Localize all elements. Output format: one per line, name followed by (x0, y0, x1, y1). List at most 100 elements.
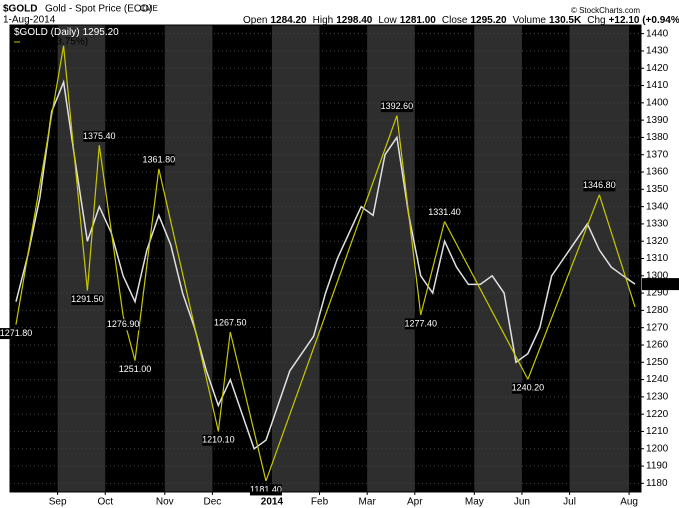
pivot-label-bg (428, 206, 461, 218)
pivot-label-bg (511, 382, 544, 394)
pivot-label: 1210.10 (202, 435, 235, 445)
pivot-label: 1240.20 (512, 383, 545, 393)
x-tick-label: Aug (620, 497, 638, 508)
last-price-label: 1295.20 (644, 279, 679, 290)
stat-label: High (313, 15, 334, 26)
stat-label: Close (442, 15, 468, 26)
exchange: CME (140, 4, 158, 13)
x-tick-label: Nov (156, 497, 174, 508)
y-tick-label: 1330 (646, 219, 669, 230)
y-tick-label: 1180 (646, 478, 668, 489)
zigzag-segment (217, 331, 231, 432)
legend-entry: ZigZag(3.75%) (22, 37, 88, 48)
zigzag-segment (527, 194, 600, 380)
zigzag-segment (229, 331, 267, 482)
month-band (271, 25, 320, 492)
zigzag-segment (444, 221, 529, 380)
x-tick-label: 2014 (261, 497, 284, 508)
zigzag-segment (265, 115, 398, 482)
x-tick-label: Jun (514, 497, 530, 508)
stat-value: 1295.20 (470, 15, 507, 26)
pivot-label-bg (107, 319, 140, 331)
zigzag-segment (62, 45, 88, 291)
pivot-label: 1276.90 (107, 319, 140, 329)
pivot-label: 1346.80 (583, 180, 616, 190)
stat-label: Low (378, 15, 397, 26)
y-tick-label: 1240 (646, 374, 669, 385)
zigzag-segment (86, 145, 100, 291)
x-tick-label: Sep (49, 497, 67, 508)
x-tick-label: Mar (359, 497, 377, 508)
stat-value: +12.10 (+0.94%) (609, 15, 679, 26)
pivot-label-bg (404, 318, 437, 330)
y-tick-label: 1440 (646, 28, 669, 39)
legend-entry: $GOLD (Daily) 1295.20 (14, 27, 119, 38)
stat-label: Open (243, 15, 267, 26)
y-tick-label: 1210 (646, 426, 669, 437)
y-tick-label: 1390 (646, 115, 669, 126)
stat-label: Chg (587, 15, 605, 26)
y-tick-label: 1370 (646, 149, 669, 160)
pivot-label: 1267.50 (214, 317, 247, 327)
pivot-label: 1271.80 (0, 328, 32, 338)
pivot-label-bg (142, 154, 175, 166)
x-tick-label: Oct (97, 497, 113, 508)
month-band (57, 25, 106, 492)
y-tick-label: 1340 (646, 201, 669, 212)
legend-value: 1295.20 (83, 27, 120, 38)
pivot-label-bg (71, 293, 104, 305)
price-line (15, 79, 636, 451)
pivot-label: 1331.40 (428, 207, 461, 217)
x-tick-label: Feb (311, 497, 329, 508)
stat-value: 130.5K (549, 15, 582, 26)
x-tick-label: Jul (563, 497, 576, 508)
pivot-label-bg (119, 364, 152, 376)
legend-name: $GOLD (Daily) (14, 27, 80, 38)
chart-subtitle: Gold - Spot Price (EOD) (45, 4, 152, 15)
y-tick-label: 1300 (646, 270, 669, 281)
y-tick-label: 1360 (646, 167, 669, 178)
pivot-label-bg (202, 434, 235, 446)
pivot-label: 1291.50 (71, 294, 104, 304)
y-tick-label: 1280 (646, 305, 669, 316)
y-tick-label: 1200 (646, 443, 669, 454)
x-tick-label: Apr (407, 497, 423, 508)
y-tick-label: 1350 (646, 184, 669, 195)
stat-value: 1298.40 (336, 15, 373, 26)
x-tick-label: May (465, 497, 484, 508)
y-tick-label: 1220 (646, 409, 669, 420)
pivot-label-bg (83, 130, 116, 142)
pivot-label-bg (583, 180, 616, 192)
y-tick-label: 1250 (646, 357, 669, 368)
credit: © StockCharts.com (571, 6, 640, 15)
y-tick-label: 1400 (646, 97, 669, 108)
pivot-label: 1392.60 (381, 101, 414, 111)
y-tick-label: 1260 (646, 340, 669, 351)
stat-label: Volume (513, 15, 547, 26)
last-price-badge (642, 278, 679, 291)
y-tick-label: 1270 (646, 322, 669, 333)
stat-value: 1284.20 (270, 15, 307, 26)
zigzag-segment (158, 168, 219, 432)
y-tick-label: 1410 (646, 80, 669, 91)
y-tick-label: 1420 (646, 63, 669, 74)
pivot-label-bg (249, 484, 282, 496)
y-tick-label: 1320 (646, 236, 669, 247)
y-tick-label: 1290 (646, 288, 669, 299)
month-band (164, 25, 213, 492)
zigzag-segment (396, 115, 422, 315)
x-tick-label: Dec (203, 497, 221, 508)
y-tick-label: 1190 (646, 461, 668, 472)
chart-title: $GOLD (3, 4, 37, 15)
zigzag-segment (598, 194, 636, 308)
pivot-label: 1251.00 (119, 364, 152, 374)
y-tick-label: 1380 (646, 132, 669, 143)
pivot-label-bg (0, 328, 32, 340)
stats: Open 1284.20 High 1298.40 Low 1281.00 Close 129… (243, 15, 679, 26)
stat-value: 1281.00 (400, 15, 437, 26)
y-tick-label: 1430 (646, 46, 669, 57)
pivot-label-bg (380, 101, 413, 113)
pivot-label: 1181.40 (250, 484, 282, 494)
y-tick-label: 1230 (646, 392, 669, 403)
